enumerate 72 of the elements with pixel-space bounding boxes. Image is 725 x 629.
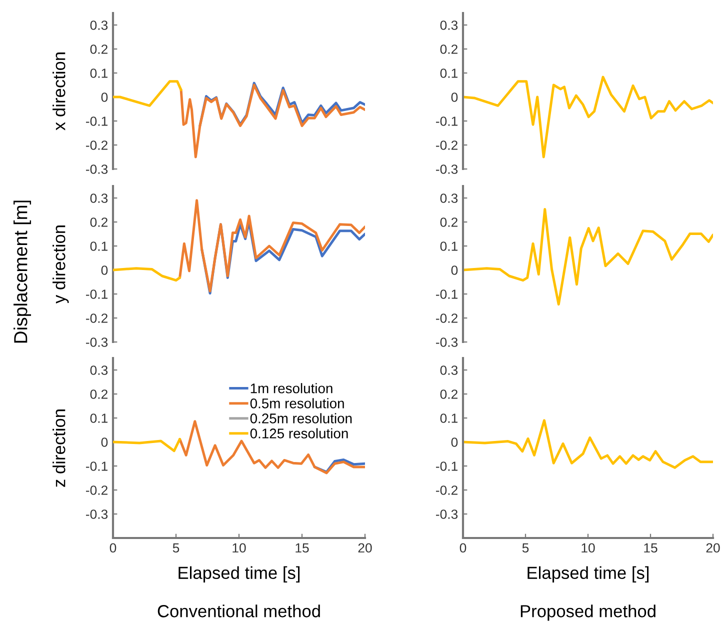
line-series (463, 208, 713, 306)
y-tick-label: 0 (101, 92, 108, 102)
line-series (113, 80, 182, 107)
y-tick-label: -0.2 (436, 140, 458, 150)
y-tick-label: 0 (451, 438, 458, 447)
y-tick-label: 0.2 (440, 218, 458, 227)
line-series (113, 267, 182, 282)
x-tick-label: 10 (232, 543, 246, 553)
line-series (463, 76, 713, 158)
line-series (178, 199, 365, 292)
x-tick-label: 10 (582, 543, 595, 553)
legend-label: 1m resolution (250, 383, 332, 394)
y-tick-label: -0.2 (436, 486, 458, 495)
x-tick-label: 20 (706, 543, 720, 553)
y-tick-label: -0.1 (436, 116, 458, 126)
x-tick-label: 20 (358, 543, 372, 553)
x-tick-label: 0 (110, 543, 116, 553)
y-tick-label: -0.2 (436, 314, 458, 323)
y-tick-label: -0.3 (86, 510, 108, 519)
line-series (113, 438, 182, 452)
text: Displacement [m] (14, 200, 32, 343)
y-tick-label: 0.1 (90, 414, 108, 423)
legend-label: 0.5m resolution (250, 398, 344, 408)
y-tick-label: 0 (451, 266, 458, 275)
y-tick-label: 0.1 (90, 68, 108, 78)
y-tick-label: 0 (101, 438, 108, 447)
y-tick-label: -0.3 (86, 164, 108, 174)
x-tick-label: 0 (460, 543, 466, 553)
y-axis-title: z direction (52, 410, 66, 487)
y-tick-label: -0.1 (86, 116, 108, 126)
y-tick-label: -0.3 (436, 338, 458, 347)
y-tick-label: 0.1 (440, 414, 458, 423)
line-series (180, 84, 365, 158)
y-tick-label: 0.3 (440, 20, 458, 30)
y-tick-label: 0.1 (440, 68, 458, 78)
y-tick-label: 0 (101, 266, 108, 275)
y-tick-label: 0.2 (90, 390, 108, 399)
y-tick-label: -0.1 (436, 462, 458, 471)
y-tick-label: 0.1 (440, 242, 458, 251)
y-tick-label: 0 (451, 92, 458, 102)
y-axis-title: y direction (52, 226, 69, 304)
x-tick-label: 15 (644, 543, 658, 553)
y-tick-label: 0.3 (90, 194, 108, 203)
y-tick-label: -0.3 (436, 164, 458, 174)
y-tick-label: 0.2 (440, 390, 458, 399)
y-axis-title: x direction (52, 52, 66, 130)
y-tick-label: 0.2 (90, 218, 108, 227)
line-series (463, 419, 713, 469)
x-axis-title: Elapsed time [s] (528, 566, 649, 582)
x-axis-title: Elapsed time [s] (178, 566, 300, 582)
y-tick-label: -0.2 (86, 486, 108, 495)
x-tick-label: 15 (296, 543, 309, 553)
text: Proposed method (520, 604, 656, 621)
y-tick-label: 0.3 (440, 366, 458, 375)
y-tick-label: -0.3 (436, 510, 458, 519)
y-tick-label: 0.2 (90, 44, 108, 54)
y-tick-label: 0.1 (90, 242, 108, 251)
x-tick-label: 5 (522, 543, 529, 553)
y-tick-label: 0.2 (440, 44, 458, 54)
text: Conventional method (158, 604, 320, 618)
y-tick-label: -0.2 (86, 314, 108, 323)
y-tick-label: -0.2 (86, 140, 108, 150)
legend-label: 0.125 resolution (250, 428, 348, 438)
y-tick-label: -0.1 (86, 462, 108, 471)
y-tick-label: -0.1 (86, 290, 108, 299)
y-tick-label: 0.3 (90, 20, 108, 30)
y-tick-label: -0.3 (86, 338, 108, 347)
y-tick-label: -0.1 (436, 290, 458, 299)
y-tick-label: 0.3 (90, 366, 108, 375)
legend-label: 0.25m resolution (250, 413, 352, 424)
y-tick-label: 0.3 (440, 194, 458, 203)
x-tick-label: 5 (172, 543, 180, 553)
